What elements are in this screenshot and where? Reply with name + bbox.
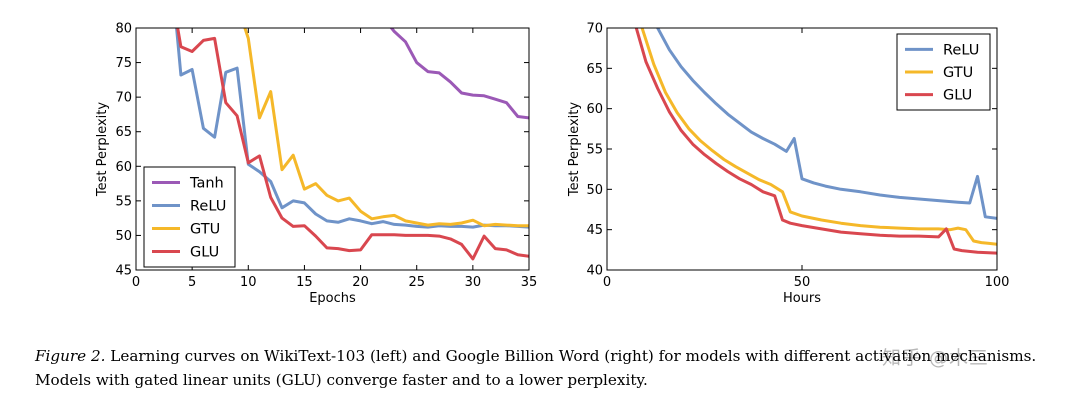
left-x-tick-label: 30 — [465, 275, 482, 290]
right-legend-label-relu: ReLU — [943, 42, 979, 58]
left-y-tick-label: 60 — [115, 160, 132, 175]
right-y-tick-label: 40 — [586, 264, 603, 279]
right-x-tick-label: 50 — [794, 275, 811, 290]
left-legend-label-relu: ReLU — [190, 199, 226, 215]
right-y-tick-label: 65 — [586, 62, 603, 77]
right-legend-label-glu: GLU — [943, 88, 972, 104]
left-y-tick-label: 80 — [115, 22, 132, 37]
left-x-tick-label: 35 — [521, 275, 538, 290]
left-x-tick-label: 20 — [352, 275, 369, 290]
billion-word-chart: 0 50 100 40 45 50 55 60 65 70 Hours Test Perplexity… — [567, 22, 1009, 307]
left-y-axis-label: Test Perplexity — [95, 102, 110, 197]
right-x-tick-label: 0 — [603, 275, 611, 290]
caption-line-2: Models with gated linear units (GLU) con… — [35, 371, 648, 389]
right-y-tick-label: 45 — [586, 223, 603, 238]
left-x-tick-label: 10 — [240, 275, 257, 290]
left-x-tick-label: 5 — [188, 275, 196, 290]
right-y-tick-label: 55 — [586, 143, 603, 158]
right-series-relu-line — [656, 28, 997, 220]
left-x-tick-label: 15 — [296, 275, 313, 290]
figure-label: Figure 2. — [35, 347, 106, 365]
left-y-tick-label: 70 — [115, 91, 132, 106]
left-y-tick-label: 65 — [115, 125, 132, 140]
left-axes-frame — [135, 27, 530, 271]
left-legend: Tanh ReLU GTU GLU — [143, 166, 236, 268]
left-y-tick-label: 50 — [115, 229, 132, 244]
left-x-axis-label: Epochs — [309, 291, 356, 306]
right-y-axis-label: Test Perplexity — [567, 102, 582, 197]
right-legend: ReLU GTU GLU — [896, 33, 991, 111]
right-series-group — [634, 28, 997, 255]
right-y-tick-label: 60 — [586, 102, 603, 117]
left-y-tick-label: 45 — [115, 264, 132, 279]
left-x-tick-label: 25 — [408, 275, 425, 290]
right-x-axis-label: Hours — [783, 291, 821, 306]
left-y-tick-label: 75 — [115, 56, 132, 71]
left-series-glu-line — [176, 28, 529, 261]
left-series-gtu-line — [243, 28, 529, 228]
figure-caption: Figure 2. Learning curves on WikiText-10… — [35, 344, 1080, 392]
left-series-group — [175, 28, 529, 261]
watermark-text: 知乎 @木三 — [882, 347, 990, 369]
right-series-glu-line — [634, 28, 997, 255]
caption-line-1: Learning curves on WikiText-103 (left) a… — [110, 347, 1037, 365]
right-y-tick-label: 70 — [586, 22, 603, 37]
left-x-tick-label: 0 — [132, 275, 140, 290]
left-legend-label-tanh: Tanh — [189, 176, 224, 192]
right-x-tick-label: 100 — [985, 275, 1010, 290]
right-legend-label-gtu: GTU — [943, 65, 973, 81]
right-series-gtu-line — [640, 28, 997, 246]
left-legend-label-gtu: GTU — [190, 222, 220, 238]
figure-charts: 0 5 10 15 20 25 30 35 45 50 55 60 65 70 75 80 Epochs Test… — [95, 22, 1009, 307]
left-y-tick-label: 55 — [115, 194, 132, 209]
left-legend-label-glu: GLU — [190, 245, 219, 261]
right-y-tick-label: 50 — [586, 183, 603, 198]
left-series-relu-line — [175, 28, 529, 229]
left-series-tanh-line — [389, 28, 529, 120]
wikitext-chart: 0 5 10 15 20 25 30 35 45 50 55 60 65 70 75 80 Epochs Test… — [95, 22, 538, 307]
